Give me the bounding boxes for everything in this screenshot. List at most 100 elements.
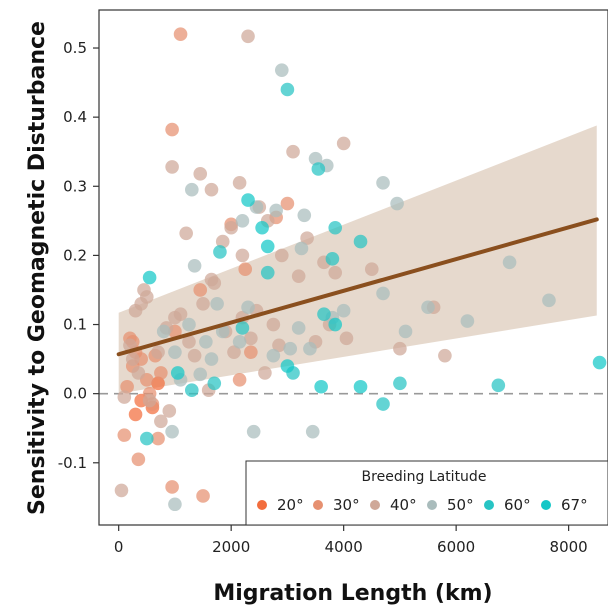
data-point [311,162,326,176]
data-point [128,407,143,422]
data-point [173,27,188,41]
data-point [241,300,255,315]
data-point [232,373,247,387]
data-point [291,321,306,335]
data-point [491,378,506,393]
data-point [297,208,312,223]
data-point [235,321,250,335]
data-point [244,331,258,346]
data-point [336,136,351,151]
data-point [238,262,253,277]
data-point [328,265,343,280]
data-point [274,63,289,77]
data-point [213,245,227,259]
data-point [182,335,196,349]
data-point [592,355,607,370]
data-point [165,424,179,439]
y-tick-label: -0.1 [58,454,87,472]
data-point [294,241,309,256]
data-point [165,160,179,174]
data-point [328,317,343,332]
data-point [232,176,247,190]
data-point [305,424,320,439]
data-point [151,431,165,446]
data-point [280,196,295,211]
data-point [210,296,224,311]
legend-label: 50° [447,496,474,514]
data-point [339,331,354,346]
data-point [260,239,275,254]
data-point [199,335,213,349]
data-point [235,248,250,263]
data-point [269,203,283,218]
data-point [364,262,379,277]
data-point [266,348,281,363]
data-point [376,286,390,301]
data-point [196,489,210,503]
data-point [291,269,306,283]
legend-label: 30° [333,496,360,514]
data-point [196,296,210,311]
data-point [151,345,165,359]
data-point [187,258,202,273]
data-point [283,341,298,356]
data-point [168,497,182,512]
data-point [286,144,300,159]
data-point [224,220,238,235]
data-point [185,383,199,398]
data-point [300,231,314,245]
legend-marker [484,500,494,510]
legend-label: 60° [504,496,531,514]
data-point [168,345,182,359]
data-point [204,352,219,366]
data-point [393,376,407,391]
data-point [114,483,129,498]
data-point [142,393,157,408]
data-point [140,431,154,446]
data-point [542,293,556,308]
data-point [274,248,289,263]
data-point [179,226,193,241]
data-point [390,196,404,211]
data-point [235,214,250,228]
x-axis-title: Migration Length (km) [213,581,492,606]
legend-title: Breeding Latitude [362,469,487,485]
data-point [244,345,258,359]
data-point [272,338,286,353]
data-point [280,82,295,97]
legend-marker [257,500,267,510]
legend-marker [370,500,380,510]
data-point [207,376,222,391]
data-point [438,348,452,363]
data-point [165,480,179,494]
y-tick-label: 0.5 [63,39,87,57]
data-point [131,452,146,467]
data-point [131,366,146,380]
data-point [182,317,196,332]
y-tick-label: 0.1 [63,316,87,334]
data-point [336,303,351,318]
legend-label: 67° [561,496,588,514]
data-point [154,366,168,380]
data-point [193,167,208,181]
y-tick-label: 0.2 [63,246,87,264]
legend-label: 40° [390,496,417,514]
x-tick-label: 2000 [212,538,250,556]
trend-line [116,217,599,357]
data-point [142,270,157,285]
data-point [128,303,143,318]
data-point [193,283,208,297]
axes-layer: 0 2000 4000 6000 8000 -0.1 0.0 0.1 0.2 0.3 0.4 0.5 [58,39,588,556]
y-axis-title: Sensitivity to Geomagnetic Disturbance [25,21,50,515]
data-point [162,404,177,418]
x-tick-label: 8000 [550,538,588,556]
data-point [266,317,281,332]
data-point [328,220,343,235]
data-point [227,345,241,359]
trend-line-layer [116,217,599,357]
data-point [125,352,140,366]
legend-marker [427,500,437,510]
data-point [120,379,134,394]
data-point [376,397,390,411]
